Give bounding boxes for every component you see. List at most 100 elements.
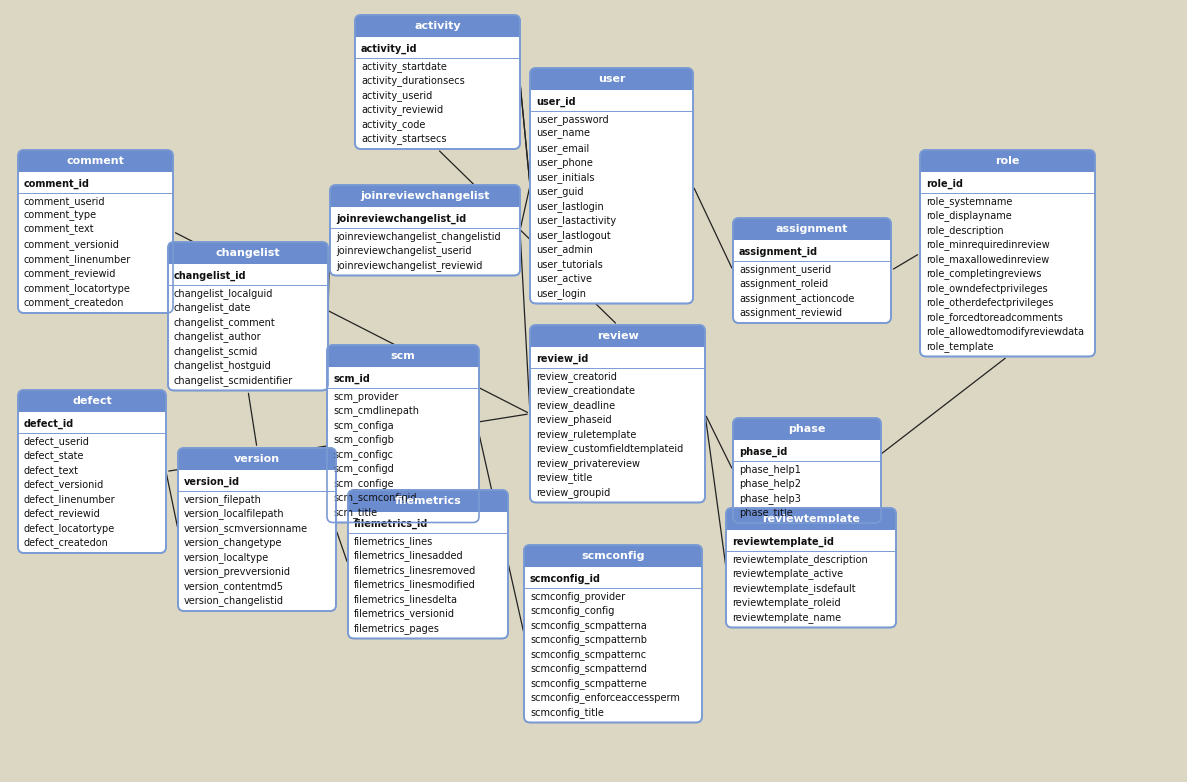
Text: comment: comment (66, 156, 125, 166)
Text: assignment_roleid: assignment_roleid (740, 278, 829, 289)
Text: changelist_scmidentifier: changelist_scmidentifier (174, 375, 293, 386)
Text: user_name: user_name (537, 129, 590, 138)
Text: version_filepath: version_filepath (184, 493, 262, 504)
Bar (523, 560, 702, 567)
Text: scmconfig_provider: scmconfig_provider (531, 590, 626, 601)
Text: version_id: version_id (184, 477, 240, 487)
Text: comment_id: comment_id (24, 179, 90, 189)
Text: filemetrics_pages: filemetrics_pages (354, 622, 440, 633)
Text: scmconfig_scmpatternc: scmconfig_scmpatternc (531, 649, 646, 660)
FancyBboxPatch shape (920, 150, 1094, 357)
Text: scm_configb: scm_configb (334, 434, 394, 445)
FancyBboxPatch shape (330, 185, 520, 275)
Text: assignment: assignment (776, 224, 849, 234)
Text: filemetrics: filemetrics (394, 496, 462, 506)
Text: filemetrics_linesremoved: filemetrics_linesremoved (354, 565, 476, 576)
Bar (531, 83, 693, 90)
Text: scm_configd: scm_configd (334, 463, 394, 474)
Text: review_id: review_id (537, 354, 589, 364)
Text: reviewtemplate: reviewtemplate (762, 514, 859, 524)
Text: activity_reviewid: activity_reviewid (361, 104, 443, 115)
Text: role_owndefectprivileges: role_owndefectprivileges (926, 283, 1048, 294)
FancyBboxPatch shape (355, 15, 520, 149)
Text: user_login: user_login (537, 288, 586, 299)
Text: review_creationdate: review_creationdate (537, 386, 635, 396)
Text: scmconfig: scmconfig (582, 551, 645, 561)
Text: review_deadline: review_deadline (537, 400, 615, 411)
Text: assignment_reviewid: assignment_reviewid (740, 307, 842, 318)
FancyBboxPatch shape (523, 545, 702, 723)
Text: assignment_actioncode: assignment_actioncode (740, 292, 855, 303)
Text: scm_cmdlinepath: scm_cmdlinepath (334, 405, 419, 416)
Text: phase_help3: phase_help3 (740, 493, 801, 504)
Text: scmconfig_scmpatterne: scmconfig_scmpatterne (531, 678, 647, 689)
Text: scmconfig_scmpatternd: scmconfig_scmpatternd (531, 663, 647, 674)
Text: scm_title: scm_title (334, 507, 377, 518)
Text: user_tutorials: user_tutorials (537, 259, 603, 270)
Text: review_creatorid: review_creatorid (537, 371, 617, 382)
Text: scm_id: scm_id (334, 374, 370, 384)
Text: scmconfig_enforceaccessperm: scmconfig_enforceaccessperm (531, 692, 680, 703)
Text: user_guid: user_guid (537, 186, 584, 197)
Bar (169, 257, 328, 264)
Text: user_admin: user_admin (537, 244, 592, 255)
Text: user_lastlogout: user_lastlogout (537, 230, 611, 241)
Bar (734, 233, 891, 240)
FancyBboxPatch shape (348, 490, 508, 512)
FancyBboxPatch shape (178, 448, 336, 611)
Text: comment_reviewid: comment_reviewid (24, 268, 116, 279)
FancyBboxPatch shape (18, 150, 173, 313)
Text: filemetrics_id: filemetrics_id (354, 519, 429, 529)
Text: user_email: user_email (537, 143, 589, 154)
Text: defect_createdon: defect_createdon (24, 537, 109, 548)
Text: scmconfig_config: scmconfig_config (531, 605, 615, 616)
Text: phase_id: phase_id (740, 447, 787, 457)
FancyBboxPatch shape (734, 218, 891, 323)
Bar (726, 523, 896, 530)
Bar (18, 165, 173, 172)
FancyBboxPatch shape (178, 448, 336, 470)
Text: scmconfig_scmpatterna: scmconfig_scmpatterna (531, 620, 647, 631)
Text: phase_help2: phase_help2 (740, 479, 801, 490)
Bar (178, 463, 336, 470)
Text: review_privatereview: review_privatereview (537, 457, 640, 468)
Text: role_allowedtomodifyreviewdata: role_allowedtomodifyreviewdata (926, 326, 1084, 337)
FancyBboxPatch shape (726, 508, 896, 530)
Text: reviewtemplate_roleid: reviewtemplate_roleid (732, 597, 840, 608)
FancyBboxPatch shape (18, 390, 166, 553)
Bar (330, 200, 520, 207)
Text: comment_versionid: comment_versionid (24, 239, 120, 250)
Text: version_changelistid: version_changelistid (184, 595, 284, 606)
Text: changelist_hostguid: changelist_hostguid (174, 361, 272, 371)
Text: changelist_localguid: changelist_localguid (174, 288, 273, 299)
Text: joinreviewchangelist_reviewid: joinreviewchangelist_reviewid (336, 260, 482, 271)
Text: review_groupid: review_groupid (537, 487, 610, 497)
Bar (920, 165, 1094, 172)
FancyBboxPatch shape (18, 390, 166, 412)
Text: role: role (996, 156, 1020, 166)
Text: version_changetype: version_changetype (184, 537, 283, 548)
Text: defect_id: defect_id (24, 419, 75, 429)
FancyBboxPatch shape (734, 418, 881, 523)
Text: activity_durationsecs: activity_durationsecs (361, 75, 465, 86)
Text: activity: activity (414, 21, 461, 31)
Text: reviewtemplate_description: reviewtemplate_description (732, 554, 868, 565)
Text: role_forcedtoreadcomments: role_forcedtoreadcomments (926, 312, 1062, 323)
Text: defect_reviewid: defect_reviewid (24, 508, 101, 519)
Text: role_description: role_description (926, 224, 1004, 235)
Text: user_lastactivity: user_lastactivity (537, 215, 616, 226)
Text: version_localfilepath: version_localfilepath (184, 508, 285, 519)
Text: filemetrics_linesadded: filemetrics_linesadded (354, 551, 464, 561)
Bar (18, 405, 166, 412)
Text: changelist_scmid: changelist_scmid (174, 346, 259, 357)
Text: role_maxallowedinreview: role_maxallowedinreview (926, 254, 1049, 264)
Text: version: version (234, 454, 280, 464)
FancyBboxPatch shape (169, 242, 328, 390)
Text: review_customfieldtemplateid: review_customfieldtemplateid (537, 443, 684, 454)
Text: role_minrequiredinreview: role_minrequiredinreview (926, 239, 1049, 250)
Text: review_phaseid: review_phaseid (537, 414, 611, 425)
Text: activity_code: activity_code (361, 119, 425, 130)
Text: role_systemname: role_systemname (926, 196, 1013, 206)
FancyBboxPatch shape (531, 325, 705, 347)
Text: changelist_comment: changelist_comment (174, 317, 275, 328)
